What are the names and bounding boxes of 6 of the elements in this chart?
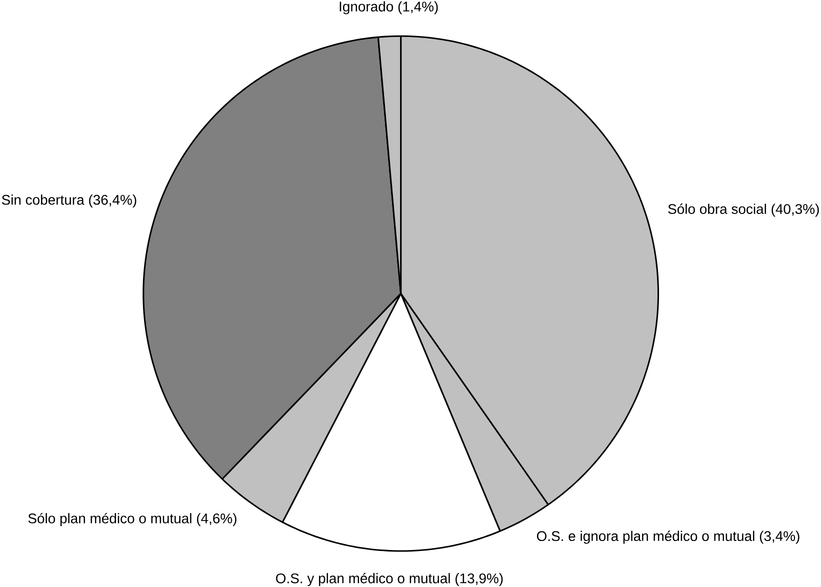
slice-label: O.S. e ignora plan médico o mutual (3,4%) xyxy=(536,530,800,544)
slice-label: O.S. y plan médico o mutual (13,9%) xyxy=(276,572,503,586)
slice-label: Sólo plan médico o mutual (4,6%) xyxy=(28,512,236,526)
slice-label: Sólo obra social (40,3%) xyxy=(668,203,819,217)
slice-label: Sin cobertura (36,4%) xyxy=(2,194,136,208)
slice-label: Ignorado (1,4%) xyxy=(340,1,438,14)
